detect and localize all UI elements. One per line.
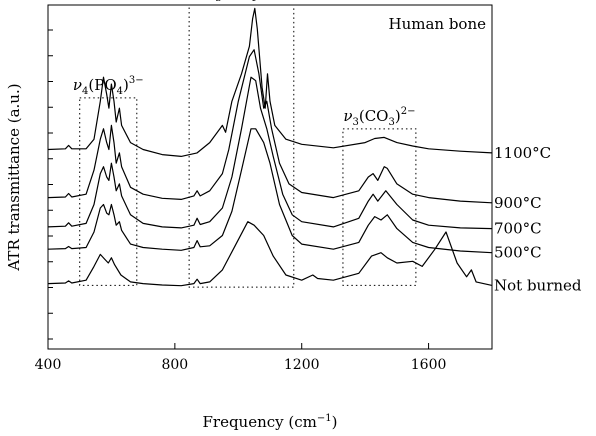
- y-axis-ticks: [48, 29, 53, 340]
- band-annotation-part: (PO: [88, 76, 116, 94]
- band-annotations: ν4(PO4)3−ν3(PO4)3−ν3(CO3)2−: [73, 0, 416, 128]
- series-label: 1100°C: [494, 144, 551, 162]
- spectrum-curves: [47, 7, 493, 287]
- x-tick-label: 800: [161, 357, 188, 373]
- x-axis-title: Frequency (cm−1): [203, 413, 338, 431]
- x-tick-label: 400: [35, 357, 62, 373]
- band-box: [79, 97, 138, 286]
- series-label: 900°C: [494, 194, 542, 212]
- chart-title: Human bone: [388, 15, 486, 33]
- series-labels: 1100°C 900°C 700°C 500°C Not burned: [494, 144, 582, 294]
- band-annotation-part: (PO: [222, 0, 250, 1]
- x-axis-title-close: ): [332, 413, 338, 431]
- band-annotation: ν4(PO4)3−: [73, 75, 144, 97]
- band-annotation: ν3(PO4)3−: [206, 0, 277, 4]
- band-annotation-part: 4: [82, 86, 88, 97]
- band-annotation-part: 3: [388, 117, 394, 128]
- series-label: 700°C: [494, 220, 542, 238]
- spectrum-line: [47, 76, 493, 230]
- x-tick-label: 1200: [284, 357, 320, 373]
- band-annotation-part: 3: [352, 117, 358, 128]
- spectrum-line: [47, 49, 493, 204]
- y-axis-title: ATR transmittance (a.u.): [5, 83, 23, 271]
- band-annotation-part: 4: [250, 0, 256, 4]
- band-annotation-part: ): [123, 76, 129, 94]
- spectrum-line: [47, 128, 493, 254]
- x-axis-ticks: 400 800 1200 1600: [35, 343, 447, 373]
- band-annotation-part: 3−: [129, 75, 144, 86]
- band-annotation-part: 2−: [401, 106, 416, 117]
- x-axis-title-main: Frequency (cm: [203, 413, 317, 431]
- band-annotation-part: 4: [117, 86, 123, 97]
- band-boxes: [79, 4, 417, 288]
- x-axis-title-sup: −1: [317, 413, 332, 424]
- spectrum-line: [47, 7, 493, 157]
- x-tick-label: 1600: [411, 357, 447, 373]
- band-annotation-part: (CO: [359, 107, 389, 125]
- band-annotation: ν3(CO3)2−: [343, 106, 415, 128]
- series-label: Not burned: [494, 276, 582, 294]
- plot-frame: [47, 4, 493, 350]
- band-annotation-part: ν: [73, 76, 82, 94]
- band-annotation-part: ν: [206, 0, 215, 1]
- band-annotation-part: ): [256, 0, 262, 1]
- band-annotation-part: ν: [343, 107, 352, 125]
- band-box: [342, 128, 417, 286]
- band-annotation-part: 3: [215, 0, 221, 4]
- band-annotation-part: ): [395, 107, 401, 125]
- series-label: 500°C: [494, 244, 542, 262]
- spectrum-line: [47, 221, 493, 287]
